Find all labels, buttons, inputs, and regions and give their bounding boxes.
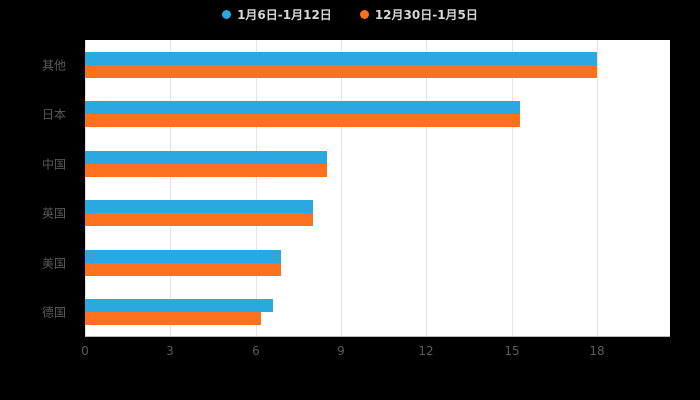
bar[interactable] (85, 299, 273, 312)
bar[interactable] (85, 200, 313, 213)
legend-item-series-2[interactable]: 12月30日-1月5日 (359, 6, 478, 23)
x-tick-label: 15 (504, 344, 520, 358)
category-label: 美国 (42, 256, 67, 271)
plot-area (85, 40, 670, 337)
bar[interactable] (85, 164, 327, 177)
gridline (341, 40, 342, 337)
legend-marker-icon (222, 10, 232, 19)
gridline (170, 40, 171, 337)
gridline (597, 40, 598, 337)
x-tick-label: 18 (589, 344, 605, 358)
category-label: 中国 (42, 157, 67, 172)
gridline (85, 40, 86, 337)
bar[interactable] (85, 151, 327, 164)
bar[interactable] (85, 114, 520, 127)
category-label: 德国 (42, 305, 67, 320)
bar[interactable] (85, 52, 597, 65)
legend-item-series-1[interactable]: 1月6日-1月12日 (222, 6, 332, 23)
bar[interactable] (85, 101, 520, 114)
legend-label: 12月30日-1月5日 (374, 8, 478, 22)
x-tick-label: 0 (81, 344, 89, 358)
gridline (256, 40, 257, 337)
x-tick-label: 3 (166, 344, 174, 358)
x-axis-line (85, 336, 670, 337)
bar[interactable] (85, 65, 597, 78)
category-label: 英国 (42, 206, 67, 221)
legend-label: 1月6日-1月12日 (237, 8, 332, 22)
bar[interactable] (85, 250, 281, 263)
legend-marker-icon (359, 10, 369, 19)
bar[interactable] (85, 263, 281, 276)
x-tick-label: 12 (418, 344, 434, 358)
gridline (426, 40, 427, 337)
bar[interactable] (85, 213, 313, 226)
category-label: 日本 (42, 107, 67, 122)
chart-legend: 1月6日-1月12日 12月30日-1月5日 (0, 6, 700, 23)
gridline (512, 40, 513, 337)
x-tick-label: 9 (337, 344, 345, 358)
category-label: 其他 (42, 58, 67, 73)
x-tick-label: 6 (252, 344, 260, 358)
bar[interactable] (85, 312, 261, 325)
